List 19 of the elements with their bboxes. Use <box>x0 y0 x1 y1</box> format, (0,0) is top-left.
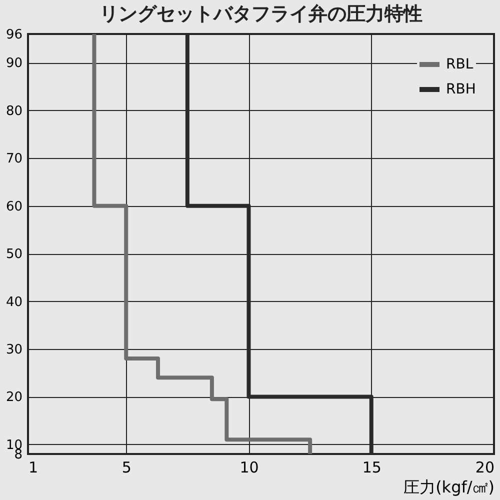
y-tick-label: 90 <box>6 56 22 72</box>
legend-label: RBH <box>446 82 476 98</box>
line-series <box>92 32 312 456</box>
x-tick-label: 1 <box>28 458 38 476</box>
x-tick-label: 5 <box>122 458 132 476</box>
chart-title: リングセットバタフライ弁の圧力特性 <box>100 3 422 25</box>
y-tick-label: 40 <box>6 294 22 310</box>
x-axis-title: 圧力(kgf/㎠) <box>404 478 494 496</box>
y-tick-label: 30 <box>6 342 22 358</box>
legend-label: RBL <box>446 56 474 72</box>
y-tick-label: 20 <box>6 390 22 406</box>
x-tick-label: 15 <box>362 458 382 476</box>
y-tick-label: 50 <box>6 247 22 262</box>
x-tick-label: 20 <box>475 458 494 476</box>
y-tick-label: 96 <box>6 28 22 42</box>
y-tick-label: 80 <box>6 104 22 119</box>
x-tick-label: 10 <box>240 458 259 476</box>
y-tick-label: 60 <box>6 199 22 214</box>
y-tick-label: 70 <box>6 152 22 167</box>
